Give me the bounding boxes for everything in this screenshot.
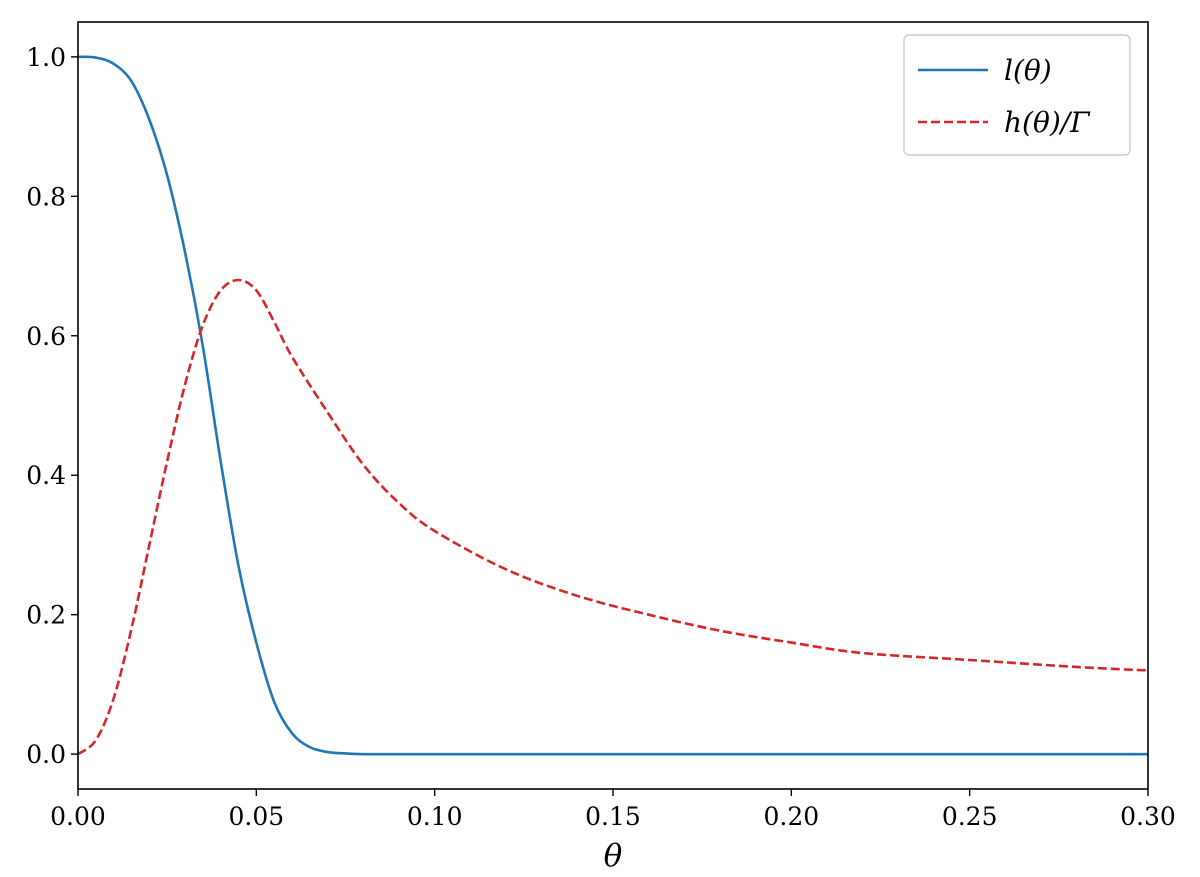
y-tick-label: 1.0 [26,43,66,72]
y-tick-label: 0.6 [26,322,66,351]
x-tick-label: 0.10 [407,802,463,831]
legend-box [903,34,1131,156]
y-tick-label: 0.4 [26,461,66,490]
y-axis: 0.0 0.2 0.4 0.6 0.8 1.0 [26,43,78,769]
x-tick-label: 0.30 [1120,802,1176,831]
x-axis: 0.00 0.05 0.10 0.15 0.20 0.25 0.30 [50,789,1176,831]
x-tick-label: 0.05 [228,802,284,831]
series-layer [77,55,1149,756]
y-tick-label: 0.8 [26,182,66,211]
x-tick-label: 0.15 [585,802,641,831]
x-axis-label: θ [604,838,623,874]
series-line-2 [77,278,1149,756]
legend-label-1: l(θ) [1004,54,1052,87]
series-line-1 [77,55,1148,756]
legend-label-2: h(θ)/Γ [1004,106,1091,139]
x-tick-label: 0.00 [50,802,106,831]
x-tick-label: 0.20 [763,802,819,831]
y-tick-label: 0.2 [26,601,66,630]
x-tick-label: 0.25 [942,802,998,831]
legend: l(θ) h(θ)/Γ [903,34,1131,156]
y-tick-label: 0.0 [26,740,66,769]
